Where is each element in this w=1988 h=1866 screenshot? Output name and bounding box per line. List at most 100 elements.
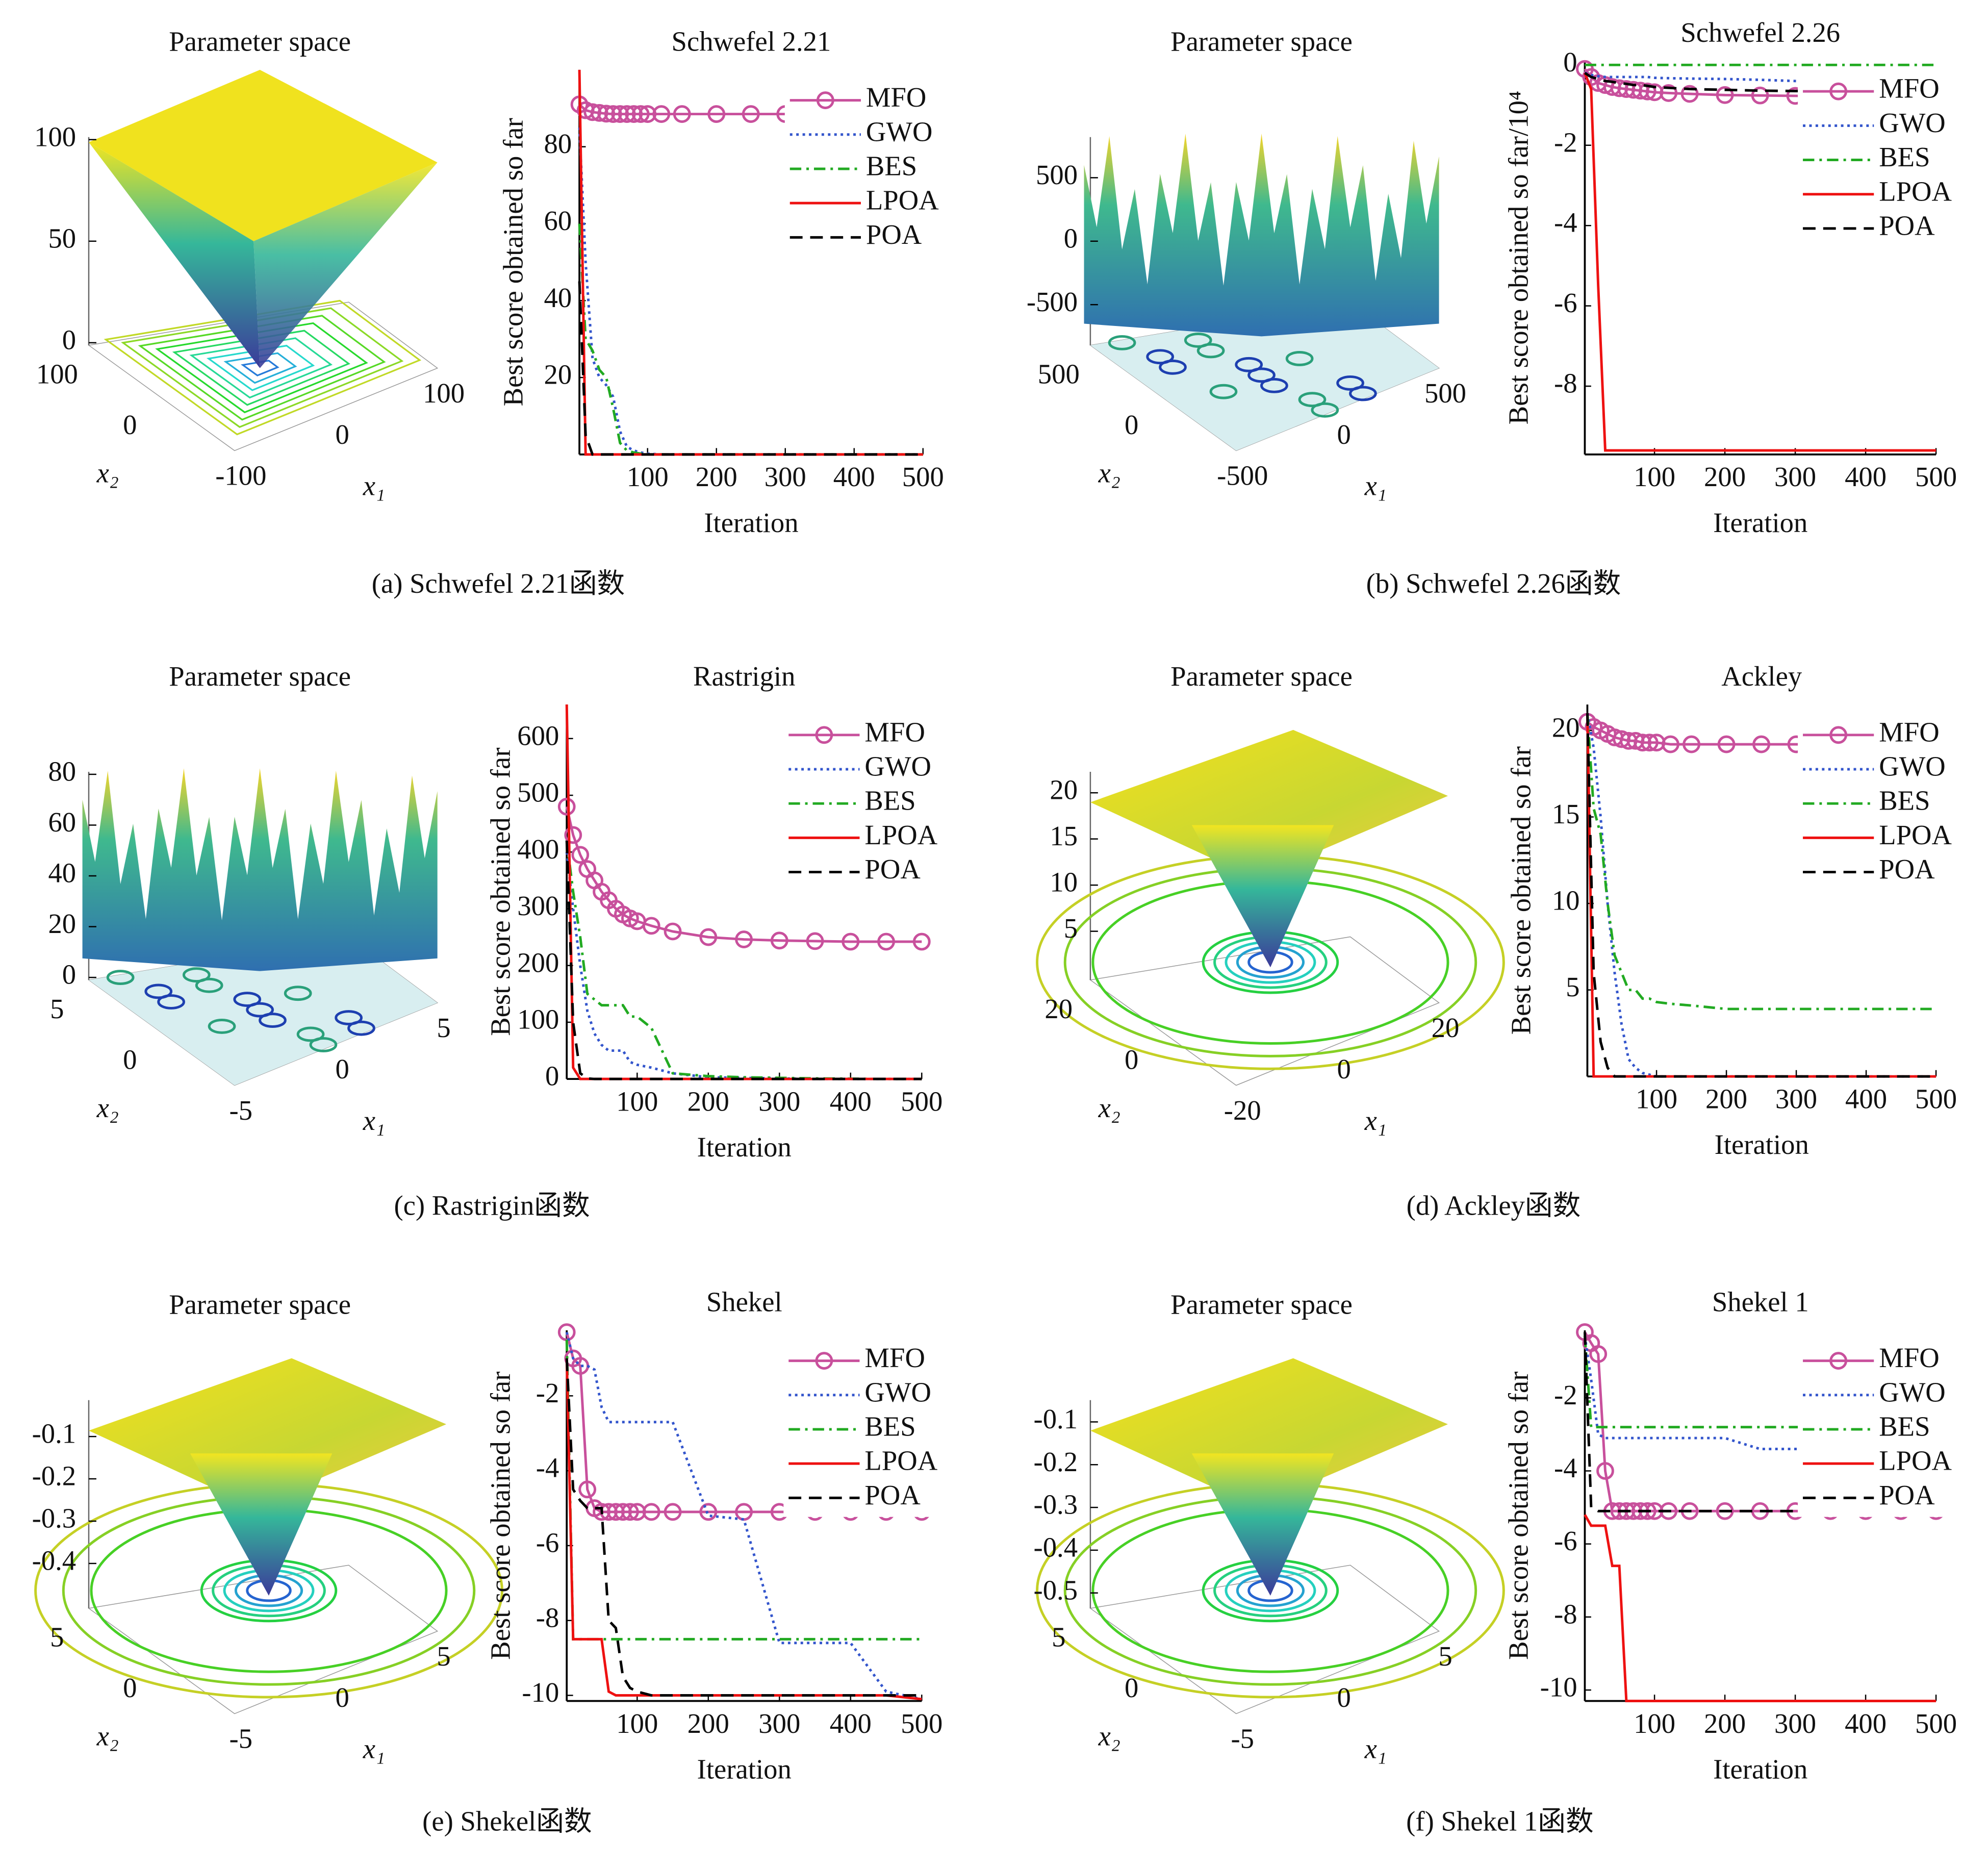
x-tick-label: 400 <box>1845 1083 1887 1115</box>
x-tick-label: 300 <box>758 1708 800 1739</box>
x1-tick-label: 0 <box>336 1053 349 1085</box>
x-axis-label: Iteration <box>1713 1753 1807 1784</box>
x-axis-label: Iteration <box>697 1131 792 1163</box>
marker <box>806 932 824 950</box>
x-tick-label: 400 <box>830 1086 872 1117</box>
x1-tick-label: 0 <box>1337 419 1350 450</box>
y-axis-label: Best score obtained so far <box>485 747 516 1036</box>
marker <box>597 105 616 123</box>
floor <box>1090 302 1439 451</box>
x1-tick-label: -100 <box>215 460 266 491</box>
contour <box>195 977 223 993</box>
z-tick-label: 20 <box>48 908 76 939</box>
x1-tick-label: 5 <box>1438 1641 1452 1672</box>
y-tick-label: 400 <box>517 834 559 865</box>
x2-tick-label: 20 <box>1044 993 1073 1024</box>
y-tick-label: -2 <box>1554 1379 1577 1410</box>
y-tick-label: -4 <box>1554 207 1577 238</box>
x2-label: x₂ <box>1098 1721 1120 1752</box>
legend-label: POA <box>1879 1479 1935 1510</box>
y-tick-label: -10 <box>1540 1672 1577 1703</box>
surface-sheet <box>1090 1358 1448 1507</box>
contour <box>1159 359 1187 375</box>
series-line <box>1584 72 1936 452</box>
x2-tick-label: 0 <box>123 1044 137 1075</box>
surface-funnel <box>1191 825 1334 968</box>
x2-tick-label: 500 <box>1038 359 1080 390</box>
y-tick-label: -6 <box>1554 1525 1577 1556</box>
x-tick-label: 400 <box>833 461 875 492</box>
series-line <box>565 1331 922 1701</box>
legend-label: MFO <box>866 82 927 113</box>
y-tick-label: 0 <box>1563 46 1577 78</box>
marker <box>664 922 682 941</box>
y-tick-label: -8 <box>536 1602 559 1633</box>
marker <box>631 105 650 123</box>
legend-box <box>1798 73 1966 248</box>
surface-sheet <box>89 1358 447 1507</box>
legend-label: BES <box>1879 785 1930 816</box>
series-line <box>1584 1335 1936 1451</box>
x1-label: x₁ <box>1364 470 1387 501</box>
floor-box <box>1089 1565 1440 1714</box>
marker <box>742 105 760 123</box>
x2-label: x₂ <box>1098 458 1120 489</box>
x-axis-label: Iteration <box>1715 1129 1809 1160</box>
surface-funnel <box>1191 1453 1334 1596</box>
contour <box>1260 377 1288 393</box>
z-tick-label: 15 <box>1050 820 1078 851</box>
floor-box <box>1089 936 1440 1086</box>
x1-label: x₁ <box>363 470 385 501</box>
legend-marker <box>816 91 834 110</box>
contour <box>246 1002 274 1018</box>
contour <box>284 986 312 1001</box>
x1-tick-label: -20 <box>1224 1095 1261 1126</box>
marker <box>571 846 590 864</box>
z-tick-label: -0.1 <box>32 1418 77 1449</box>
marker <box>1716 1502 1734 1520</box>
y-axis-label: Best score obtained so far <box>1503 1372 1534 1660</box>
legend-label: MFO <box>864 1342 925 1373</box>
x-tick-label: 300 <box>1775 1083 1817 1115</box>
z-tick-label: 0 <box>62 959 76 990</box>
legend-label: LPOA <box>1879 175 1952 207</box>
x-tick-label: 500 <box>901 1708 942 1739</box>
legend-label: GWO <box>864 751 931 782</box>
x2-tick-label: 5 <box>1052 1622 1065 1653</box>
z-tick-label: -0.4 <box>1034 1531 1078 1562</box>
marker <box>642 1503 660 1521</box>
contour <box>1209 384 1238 399</box>
z-tick-label: 50 <box>48 222 76 254</box>
z-tick-label: 100 <box>34 121 76 152</box>
marker <box>664 1503 682 1521</box>
marker <box>590 104 608 122</box>
marker <box>1640 734 1659 752</box>
marker <box>583 103 602 121</box>
contour <box>1349 386 1377 401</box>
series-line <box>565 1358 922 1697</box>
contour <box>233 992 262 1007</box>
series-line <box>578 281 923 456</box>
marker <box>618 105 636 123</box>
x-tick-label: 100 <box>1634 461 1675 492</box>
x-tick-label: 200 <box>696 461 737 492</box>
surface-face <box>1084 133 1439 337</box>
marker <box>735 930 753 948</box>
surface-plot: Parameter space -0.5 -0.4 -0.3 -0.2 -0.1 0 5 -5 0… <box>1034 1289 1505 1764</box>
contour <box>144 984 173 999</box>
x1-label: x₁ <box>363 1105 385 1136</box>
marker <box>557 797 576 816</box>
legend-label: POA <box>1879 853 1935 885</box>
z-tick-label: -0.5 <box>1034 1574 1078 1605</box>
x-tick-label: 100 <box>627 461 669 492</box>
surface-title: Parameter space <box>1170 26 1353 57</box>
legend-label: POA <box>866 219 922 250</box>
legend-label: BES <box>1879 1411 1930 1442</box>
surface-sheet <box>1090 729 1448 878</box>
contour <box>1247 367 1276 383</box>
contour <box>1235 357 1263 372</box>
x-tick-label: 400 <box>830 1708 872 1739</box>
marker <box>1751 86 1769 105</box>
x1-tick-label: 0 <box>1337 1053 1350 1085</box>
